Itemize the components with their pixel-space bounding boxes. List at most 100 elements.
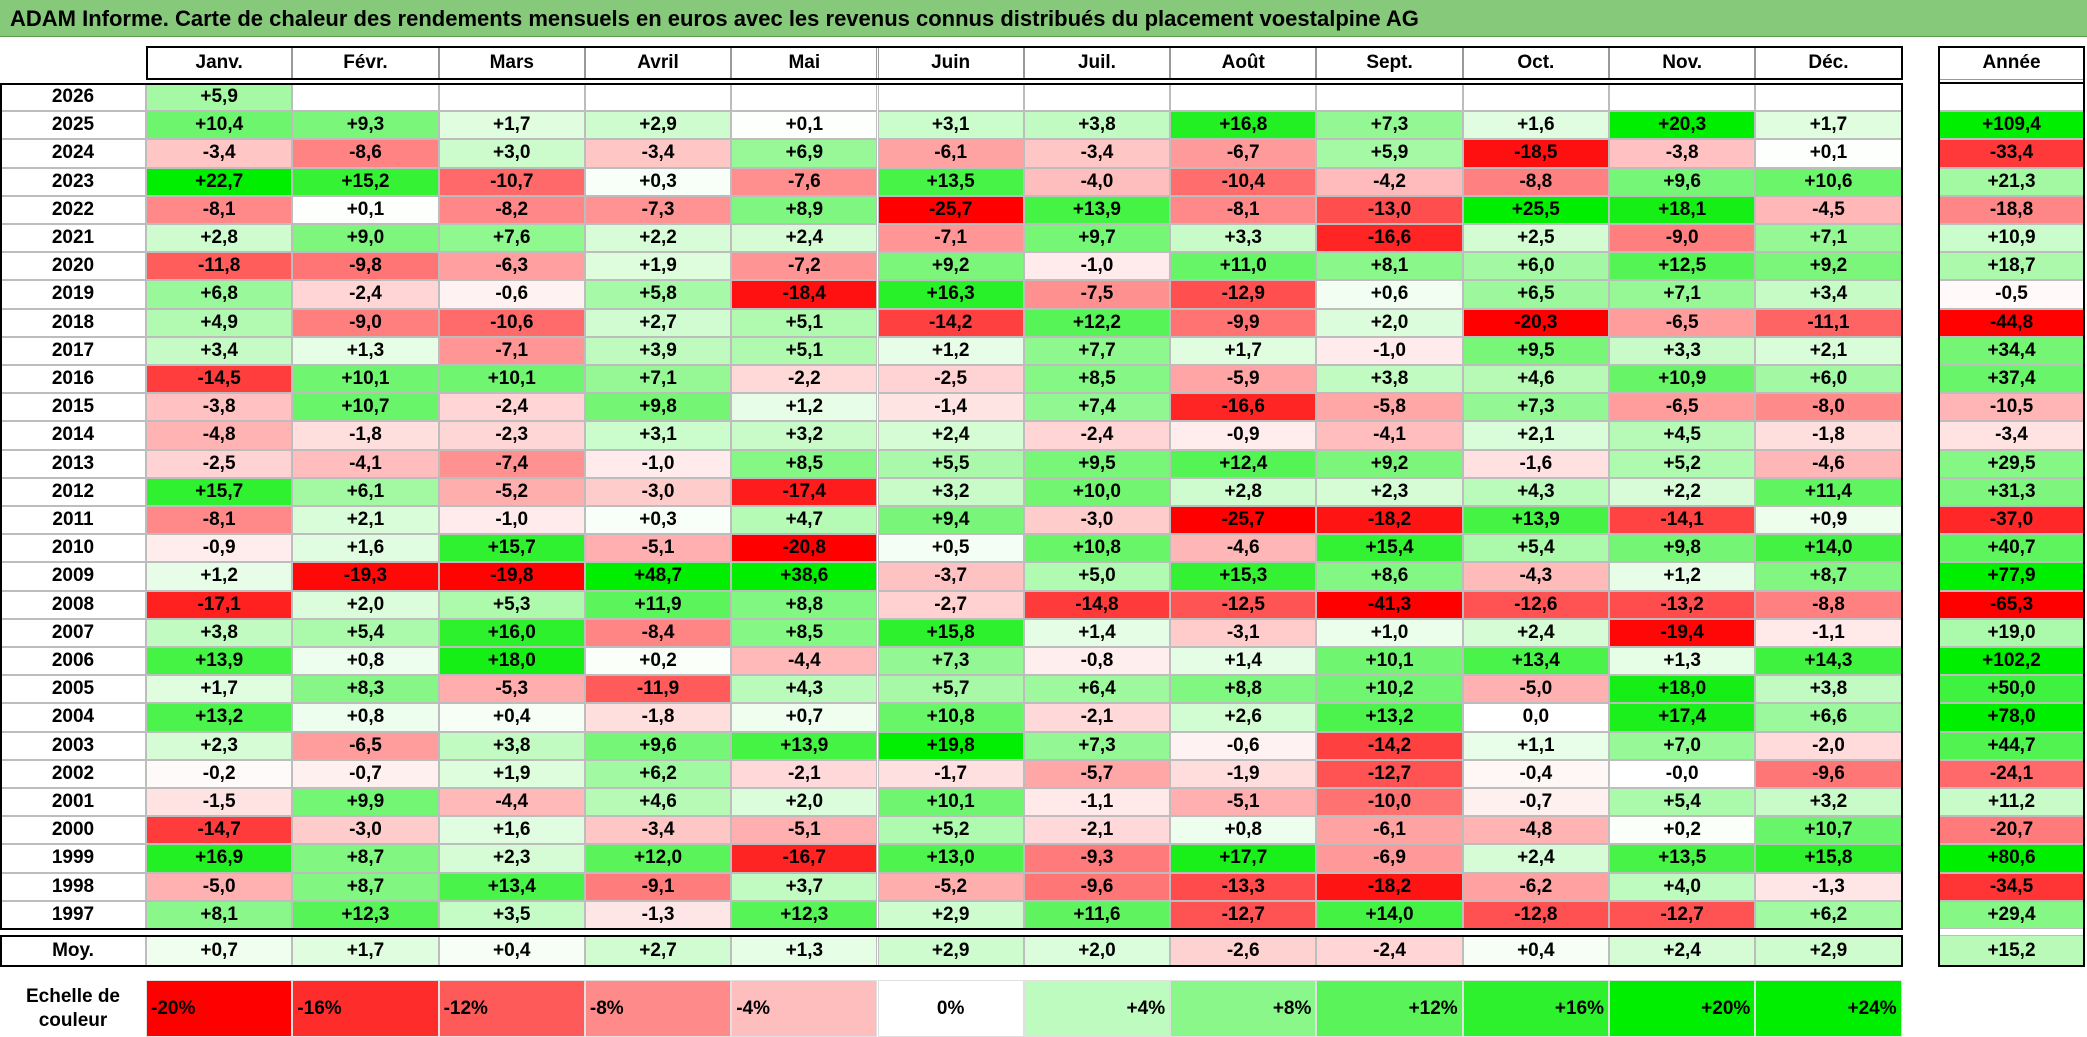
heatmap-cell: +0,8 — [292, 703, 439, 732]
heatmap-cell: -6,7 — [1170, 139, 1317, 168]
average-annual-cell: +15,2 — [1938, 935, 2085, 967]
color-scale-label-line1: Echelle de — [26, 985, 120, 1007]
heatmap-cell: +3,4 — [1755, 280, 1902, 309]
heatmap-cell: -4,8 — [146, 421, 293, 450]
heatmap-cell — [877, 83, 1024, 112]
heatmap-cell: +5,4 — [1609, 788, 1756, 817]
annual-cell — [1938, 83, 2085, 112]
heatmap-cell: +0,8 — [292, 647, 439, 676]
heatmap-cell: +2,4 — [877, 421, 1024, 450]
heatmap-cell: +20,3 — [1609, 111, 1756, 140]
heatmap-cell: -19,8 — [438, 562, 585, 591]
heatmap-cell: +3,2 — [731, 421, 878, 450]
heatmap-cell: +10,7 — [1755, 816, 1902, 845]
heatmap-cell: +9,2 — [1755, 252, 1902, 281]
heatmap-cell: +15,8 — [877, 618, 1024, 647]
heatmap-cell: -3,0 — [1023, 506, 1171, 535]
heatmap-cell: -11,9 — [584, 675, 732, 704]
heatmap-cell: -2,5 — [146, 449, 293, 478]
heatmap-cell: +10,1 — [1316, 647, 1463, 676]
average-cell: +2,4 — [1609, 935, 1756, 967]
heatmap-cell: +2,9 — [877, 900, 1024, 929]
heatmap-cell: +2,1 — [1755, 336, 1902, 365]
heatmap-cell: +16,9 — [146, 844, 293, 873]
year-label: 2011 — [0, 506, 146, 535]
annual-cell: +80,6 — [1938, 844, 2085, 873]
heatmap-cell: -6,3 — [438, 252, 585, 281]
heatmap-cell: -10,4 — [1170, 167, 1317, 196]
heatmap-cell: +10,4 — [146, 111, 293, 140]
heatmap-cell: +7,3 — [877, 647, 1024, 676]
heatmap-cell: -5,1 — [1170, 788, 1317, 817]
heatmap-cell: -12,7 — [1170, 900, 1317, 929]
heatmap-cell: +8,5 — [731, 449, 878, 478]
heatmap-cell: +8,8 — [731, 590, 878, 619]
annual-cell: +78,0 — [1938, 703, 2085, 732]
heatmap-cell: -0,9 — [1170, 421, 1317, 450]
heatmap-cell: +13,4 — [438, 872, 585, 901]
year-label: 1998 — [0, 872, 146, 901]
heatmap-cell: +5,4 — [292, 618, 439, 647]
heatmap-cell: +1,9 — [584, 252, 732, 281]
heatmap-cell: +16,3 — [877, 280, 1024, 309]
heatmap-cell: -8,1 — [146, 506, 293, 535]
color-scale-swatch: +24% — [1755, 980, 1902, 1037]
heatmap-cell: -16,6 — [1316, 224, 1463, 253]
heatmap-cell: +17,7 — [1170, 844, 1317, 873]
heatmap-cell: +7,6 — [438, 224, 585, 253]
heatmap-cell: +2,1 — [292, 506, 439, 535]
heatmap-cell — [292, 83, 439, 112]
heatmap-cell: +3,8 — [1316, 365, 1463, 394]
heatmap-cell: -5,3 — [438, 675, 585, 704]
color-scale-swatch: -8% — [584, 980, 732, 1037]
heatmap-cell — [1609, 83, 1756, 112]
heatmap-cell — [584, 83, 732, 112]
month-header-6: Juin — [877, 46, 1024, 80]
year-label: 2024 — [0, 139, 146, 168]
annual-cell: +19,0 — [1938, 618, 2085, 647]
heatmap-cell: -7,1 — [877, 224, 1024, 253]
heatmap-cell: +8,1 — [1316, 252, 1463, 281]
heatmap-cell: +9,3 — [292, 111, 439, 140]
heatmap-cell: -1,0 — [438, 506, 585, 535]
heatmap-cell: -2,1 — [731, 759, 878, 788]
heatmap-cell: -2,4 — [292, 280, 439, 309]
heatmap-cell: -7,5 — [1023, 280, 1171, 309]
heatmap-cell: -4,6 — [1755, 449, 1902, 478]
heatmap-cell: +2,6 — [1170, 703, 1317, 732]
heatmap-cell: +12,0 — [584, 844, 732, 873]
average-cell: +1,7 — [292, 935, 439, 967]
heatmap-cell: +18,0 — [438, 647, 585, 676]
heatmap-cell: -6,5 — [292, 731, 439, 760]
heatmap-cell: +9,4 — [877, 506, 1024, 535]
heatmap-cell: +6,1 — [292, 477, 439, 506]
heatmap-cell: +14,0 — [1755, 534, 1902, 563]
heatmap-cell: -9,8 — [292, 252, 439, 281]
color-scale-swatch: +12% — [1316, 980, 1463, 1037]
heatmap-cell: +8,3 — [292, 675, 439, 704]
heatmap-cell: -2,1 — [1023, 703, 1171, 732]
heatmap-cell: -8,8 — [1755, 590, 1902, 619]
heatmap-cell: -8,1 — [146, 195, 293, 224]
heatmap-cell: -12,8 — [1462, 900, 1609, 929]
heatmap-cell: -9,3 — [1023, 844, 1171, 873]
month-header-4: Avril — [584, 46, 732, 80]
heatmap-cell: -5,0 — [1462, 675, 1609, 704]
color-scale-swatch: 0% — [877, 980, 1024, 1037]
heatmap-cell: -41,3 — [1316, 590, 1463, 619]
heatmap-cell: +10,9 — [1609, 365, 1756, 394]
heatmap-cell: +13,9 — [731, 731, 878, 760]
color-scale-label: Echelle de couleur — [0, 980, 146, 1037]
year-label: 2010 — [0, 534, 146, 563]
annual-cell: +34,4 — [1938, 336, 2085, 365]
heatmap-cell: +6,6 — [1755, 703, 1902, 732]
color-scale-swatch: -12% — [438, 980, 585, 1037]
heatmap-cell: +25,5 — [1462, 195, 1609, 224]
heatmap-cell: -5,9 — [1170, 365, 1317, 394]
heatmap-cell: +5,2 — [877, 816, 1024, 845]
heatmap-cell: -5,0 — [146, 872, 293, 901]
heatmap-cell: +2,5 — [1462, 224, 1609, 253]
heatmap-cell: +6,8 — [146, 280, 293, 309]
heatmap-cell: -8,8 — [1462, 167, 1609, 196]
month-header-9: Sept. — [1316, 46, 1463, 80]
